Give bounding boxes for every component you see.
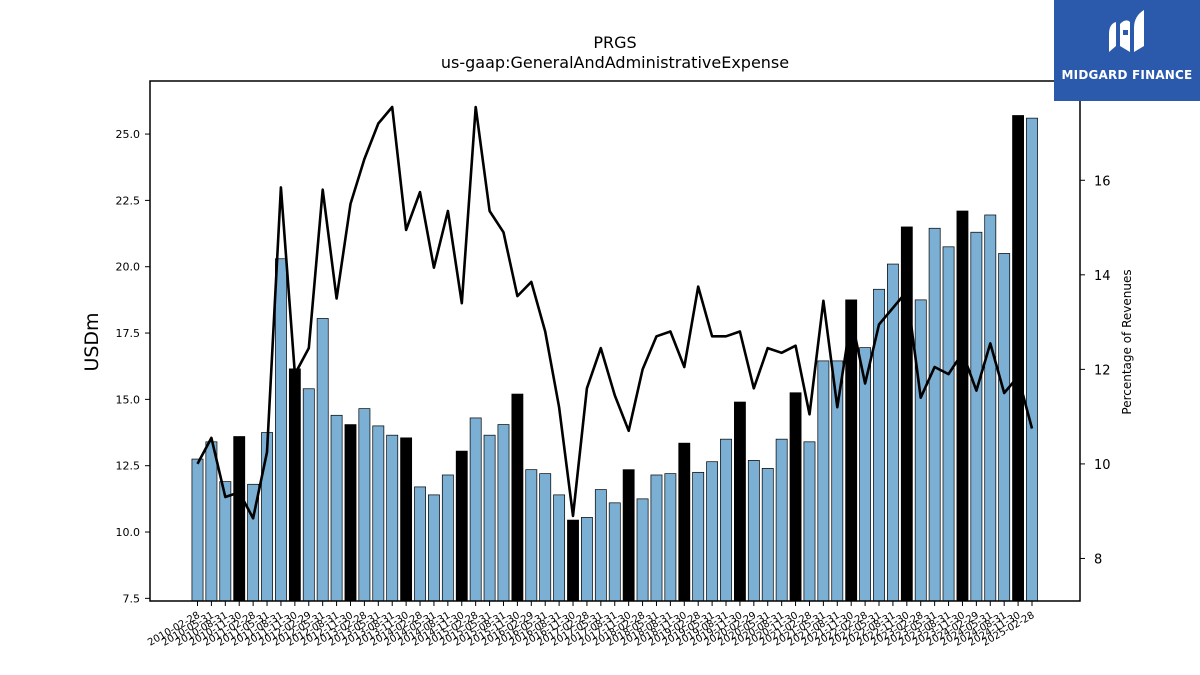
bar: [622, 469, 635, 602]
bar: [720, 438, 732, 602]
left-axis: 7.5 10.0 12.5 15.0 17.5 20.0 22.5 25.0: [116, 128, 150, 605]
bar: [636, 498, 649, 602]
chart-subtitle: us-gaap:GeneralAndAdministrativeExpense: [441, 53, 789, 72]
bar: [567, 519, 579, 602]
bar: [511, 393, 524, 602]
bar: [984, 214, 997, 602]
bar: [316, 318, 329, 602]
bar: [831, 360, 844, 602]
bar: [956, 210, 969, 602]
bar: [734, 401, 746, 602]
bar: [330, 414, 343, 602]
bar: [483, 434, 496, 602]
y-tick-label: 10.0: [116, 526, 141, 539]
bar: [386, 434, 399, 602]
bar: [400, 437, 413, 602]
bar: [914, 299, 927, 602]
bar: [469, 417, 482, 602]
bar: [302, 388, 315, 602]
bar: [692, 471, 705, 602]
bar: [803, 441, 816, 602]
bar: [817, 360, 830, 602]
y2-tick-label: 8: [1094, 552, 1102, 567]
bar: [900, 226, 913, 602]
bar: [789, 392, 802, 602]
bar: [608, 502, 621, 602]
y-tick-label: 20.0: [116, 261, 141, 274]
bar: [233, 436, 246, 602]
chart-title: PRGS: [593, 33, 636, 52]
bar: [775, 438, 788, 602]
bar: [859, 347, 872, 602]
y2-tick-label: 10: [1094, 458, 1111, 473]
bar: [428, 494, 440, 602]
logo: MIDGARD FINANCE: [1054, 0, 1200, 101]
bar: [706, 461, 719, 602]
bar: [288, 368, 301, 602]
bar: [594, 489, 607, 602]
bar: [998, 253, 1011, 602]
bar: [747, 460, 760, 602]
right-axis: 8 10 12 14 16: [1080, 174, 1111, 567]
y2-tick-label: 12: [1094, 363, 1111, 378]
bar: [942, 246, 955, 602]
logo-text: MIDGARD FINANCE: [1061, 68, 1193, 82]
x-axis: 2010-02-282010-05-312010-08-312010-11-30…: [146, 601, 1037, 649]
bar: [1026, 117, 1038, 602]
bar: [581, 517, 593, 602]
bar: [191, 458, 204, 602]
bar: [414, 486, 426, 602]
bar: [539, 473, 552, 602]
bar: [1012, 115, 1025, 602]
bar: [205, 441, 218, 602]
bar: [650, 474, 663, 602]
bar: [275, 258, 287, 602]
bar: [497, 424, 510, 602]
bar: [344, 424, 357, 602]
bar-series: [191, 115, 1038, 602]
y-tick-label: 17.5: [116, 327, 141, 340]
y-tick-label: 7.5: [123, 592, 141, 605]
y2-tick-label: 14: [1094, 269, 1111, 284]
bar: [678, 442, 691, 602]
bar: [441, 474, 454, 602]
bar: [553, 494, 566, 602]
bar: [219, 481, 232, 602]
bar: [761, 467, 774, 602]
line-series-layer: [196, 105, 1034, 520]
line-series: [196, 105, 1034, 520]
y-tick-label: 22.5: [116, 194, 141, 207]
bar: [525, 469, 538, 602]
bar: [664, 473, 677, 602]
y-tick-label: 12.5: [116, 460, 141, 473]
y-axis-label: USDm: [81, 312, 103, 371]
y-tick-label: 25.0: [116, 128, 141, 141]
bar: [455, 450, 468, 602]
midgard-m-icon: [1109, 10, 1144, 52]
bar: [928, 227, 941, 602]
bar: [372, 425, 385, 602]
bar: [970, 231, 983, 602]
y2-axis-label: Percentage of Revenues: [1120, 269, 1134, 414]
y-tick-label: 15.0: [116, 393, 141, 406]
bar: [358, 408, 371, 602]
bar: [887, 263, 899, 602]
y2-tick-label: 16: [1094, 174, 1111, 189]
